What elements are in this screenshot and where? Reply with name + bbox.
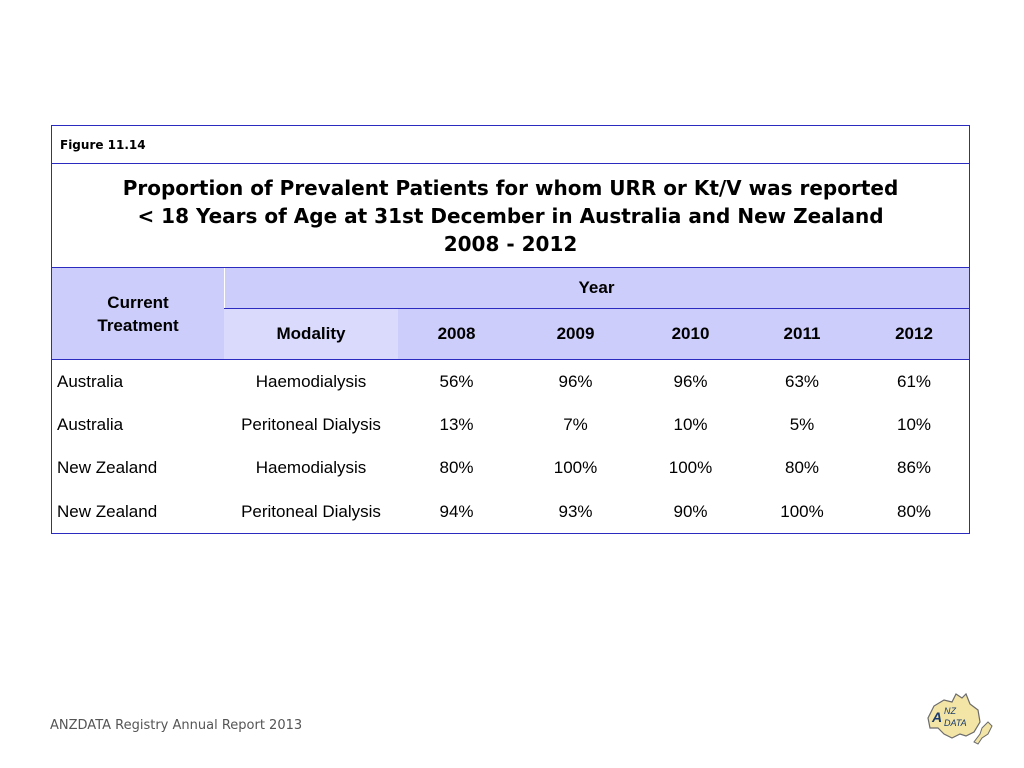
header-year-2011: 2011 [783,324,821,343]
header-current-treatment-label: Current Treatment [97,292,179,335]
cell-value: 10% [896,414,932,434]
header-subrow: Modality 2008 2009 2010 2011 2012 [224,309,969,359]
header-year: Year [224,268,969,309]
header-year-2008: 2008 [437,324,476,343]
cell-value: 96% [558,371,593,391]
cell-value: 96% [673,371,708,391]
table-title: Proportion of Prevalent Patients for who… [52,164,969,268]
title-line: Proportion of Prevalent Patients for who… [122,176,899,200]
header-year-2012: 2012 [895,324,933,343]
cell-value: 80% [784,458,820,478]
table-row: New Zealand Peritoneal Dialysis 94% 93% … [52,490,969,533]
table-row: New Zealand Haemodialysis 80% 100% 100% … [52,447,969,490]
cell-modality: Haemodialysis [255,458,367,478]
cell-value: 100% [780,501,824,521]
cell-country: New Zealand [57,501,158,521]
table-header: Current Treatment Year Modality 2008 200… [52,268,969,360]
cell-modality: Haemodialysis [255,371,367,391]
anzdata-logo: A NZ DATA [927,692,993,745]
cell-value: 56% [439,371,474,391]
header-year-2010: 2010 [671,324,710,343]
cell-value: 93% [558,501,593,521]
table-body: Australia Haemodialysis 56% 96% 96% 63% … [52,360,969,533]
svg-text:DATA: DATA [944,718,967,728]
cell-value: 80% [439,458,474,478]
cell-modality: Peritoneal Dialysis [241,414,381,434]
cell-value: 7% [563,414,588,434]
title-line: < 18 Years of Age at 31st December in Au… [137,204,884,228]
cell-value: 80% [896,501,932,521]
header-current-treatment: Current Treatment [52,268,225,359]
cell-value: 90% [673,501,708,521]
cell-value: 94% [439,501,474,521]
cell-value: 100% [553,458,598,478]
footer-report-title: ANZDATA Registry Annual Report 2013 [50,718,303,733]
cell-value: 5% [789,414,815,434]
table-row: Australia Haemodialysis 56% 96% 96% 63% … [52,360,969,403]
cell-value: 86% [896,458,932,478]
cell-country: Australia [57,371,124,391]
cell-country: New Zealand [57,458,158,478]
cell-value: 100% [668,458,713,478]
svg-text:NZ: NZ [944,706,956,716]
svg-text:A: A [931,709,942,725]
cell-value: 10% [673,414,708,434]
figure-table: Figure 11.14 Proportion of Prevalent Pat… [51,125,970,534]
header-year-2009: 2009 [556,324,595,343]
header-modality: Modality [224,309,398,359]
cell-country: Australia [57,414,124,434]
cell-value: 61% [896,371,932,391]
figure-label: Figure 11.14 [52,126,969,164]
title-line: 2008 - 2012 [443,232,578,256]
table-row: Australia Peritoneal Dialysis 13% 7% 10%… [52,403,969,446]
cell-modality: Peritoneal Dialysis [241,501,381,521]
cell-value: 13% [439,414,474,434]
cell-value: 63% [784,371,820,391]
